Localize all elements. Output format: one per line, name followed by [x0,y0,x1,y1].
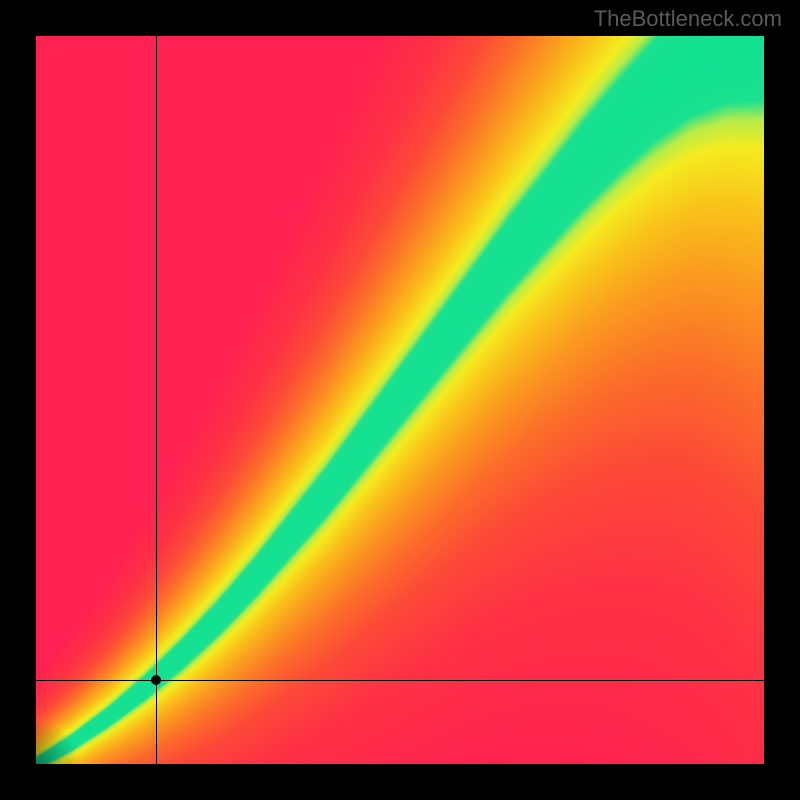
crosshair-horizontal [36,680,764,681]
watermark-text: TheBottleneck.com [594,6,782,32]
bottleneck-heatmap [36,36,764,764]
heatmap-canvas [36,36,764,764]
marker-dot [151,675,161,685]
crosshair-vertical [156,36,157,764]
